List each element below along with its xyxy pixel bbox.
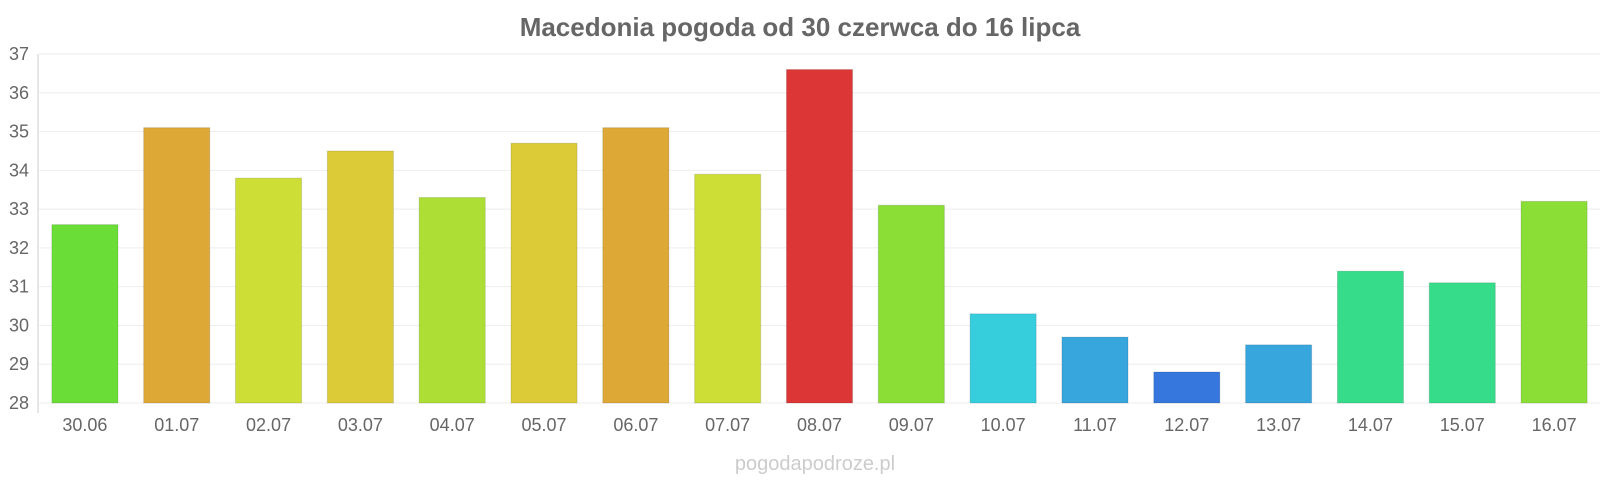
x-tick-label: 08.07 (797, 415, 842, 435)
bar-16.07 (1520, 200, 1588, 404)
y-tick-label: 30 (9, 315, 29, 335)
y-tick-label: 29 (9, 354, 29, 374)
y-tick-label: 32 (9, 238, 29, 258)
bar-13.07 (1245, 344, 1313, 404)
bar-02.07 (235, 177, 303, 404)
y-tick-label: 34 (9, 160, 29, 180)
bar-12.07 (1153, 371, 1221, 404)
x-tick-label: 15.07 (1440, 415, 1485, 435)
bar-09.07 (877, 204, 945, 404)
bar-15.07 (1428, 282, 1496, 404)
y-tick-label: 33 (9, 199, 29, 219)
bar-04.07 (418, 196, 486, 404)
chart-title: Macedonia pogoda od 30 czerwca do 16 lip… (520, 12, 1081, 42)
bar-03.07 (326, 150, 394, 404)
x-tick-label: 16.07 (1532, 415, 1577, 435)
y-axis: 28 29 30 31 32 33 34 35 36 37 (9, 44, 39, 413)
y-tick-label: 28 (9, 393, 29, 413)
y-tick-label: 36 (9, 83, 29, 103)
bar-11.07 (1061, 336, 1129, 404)
y-tick-label: 37 (9, 44, 29, 64)
bar-14.07 (1336, 270, 1404, 404)
x-tick-label: 10.07 (981, 415, 1026, 435)
y-tick-label: 31 (9, 277, 29, 297)
bar-30.06 (51, 224, 119, 404)
x-tick-label: 02.07 (246, 415, 291, 435)
source-watermark: pogodapodroze.pl (735, 453, 895, 475)
x-tick-label: 30.06 (62, 415, 107, 435)
x-tick-label: 11.07 (1073, 415, 1117, 435)
bar-07.07 (694, 173, 762, 404)
x-axis: 30.06 01.07 02.07 03.07 04.07 05.07 06.07 07.07… (62, 415, 1576, 435)
x-tick-label: 05.07 (522, 415, 567, 435)
bar-01.07 (143, 127, 211, 404)
bar-10.07 (969, 313, 1037, 404)
x-tick-label: 09.07 (889, 415, 934, 435)
bars (51, 69, 1588, 404)
x-tick-label: 04.07 (430, 415, 475, 435)
x-tick-label: 12.07 (1164, 415, 1209, 435)
x-tick-label: 03.07 (338, 415, 383, 435)
x-tick-label: 06.07 (613, 415, 658, 435)
bar-05.07 (510, 142, 578, 404)
bar-08.07 (785, 69, 854, 404)
y-tick-label: 35 (9, 122, 29, 142)
x-tick-label: 13.07 (1256, 415, 1301, 435)
x-tick-label: 07.07 (705, 415, 750, 435)
x-tick-label: 01.07 (154, 415, 199, 435)
bar-06.07 (602, 127, 670, 404)
x-tick-label: 14.07 (1348, 415, 1393, 435)
